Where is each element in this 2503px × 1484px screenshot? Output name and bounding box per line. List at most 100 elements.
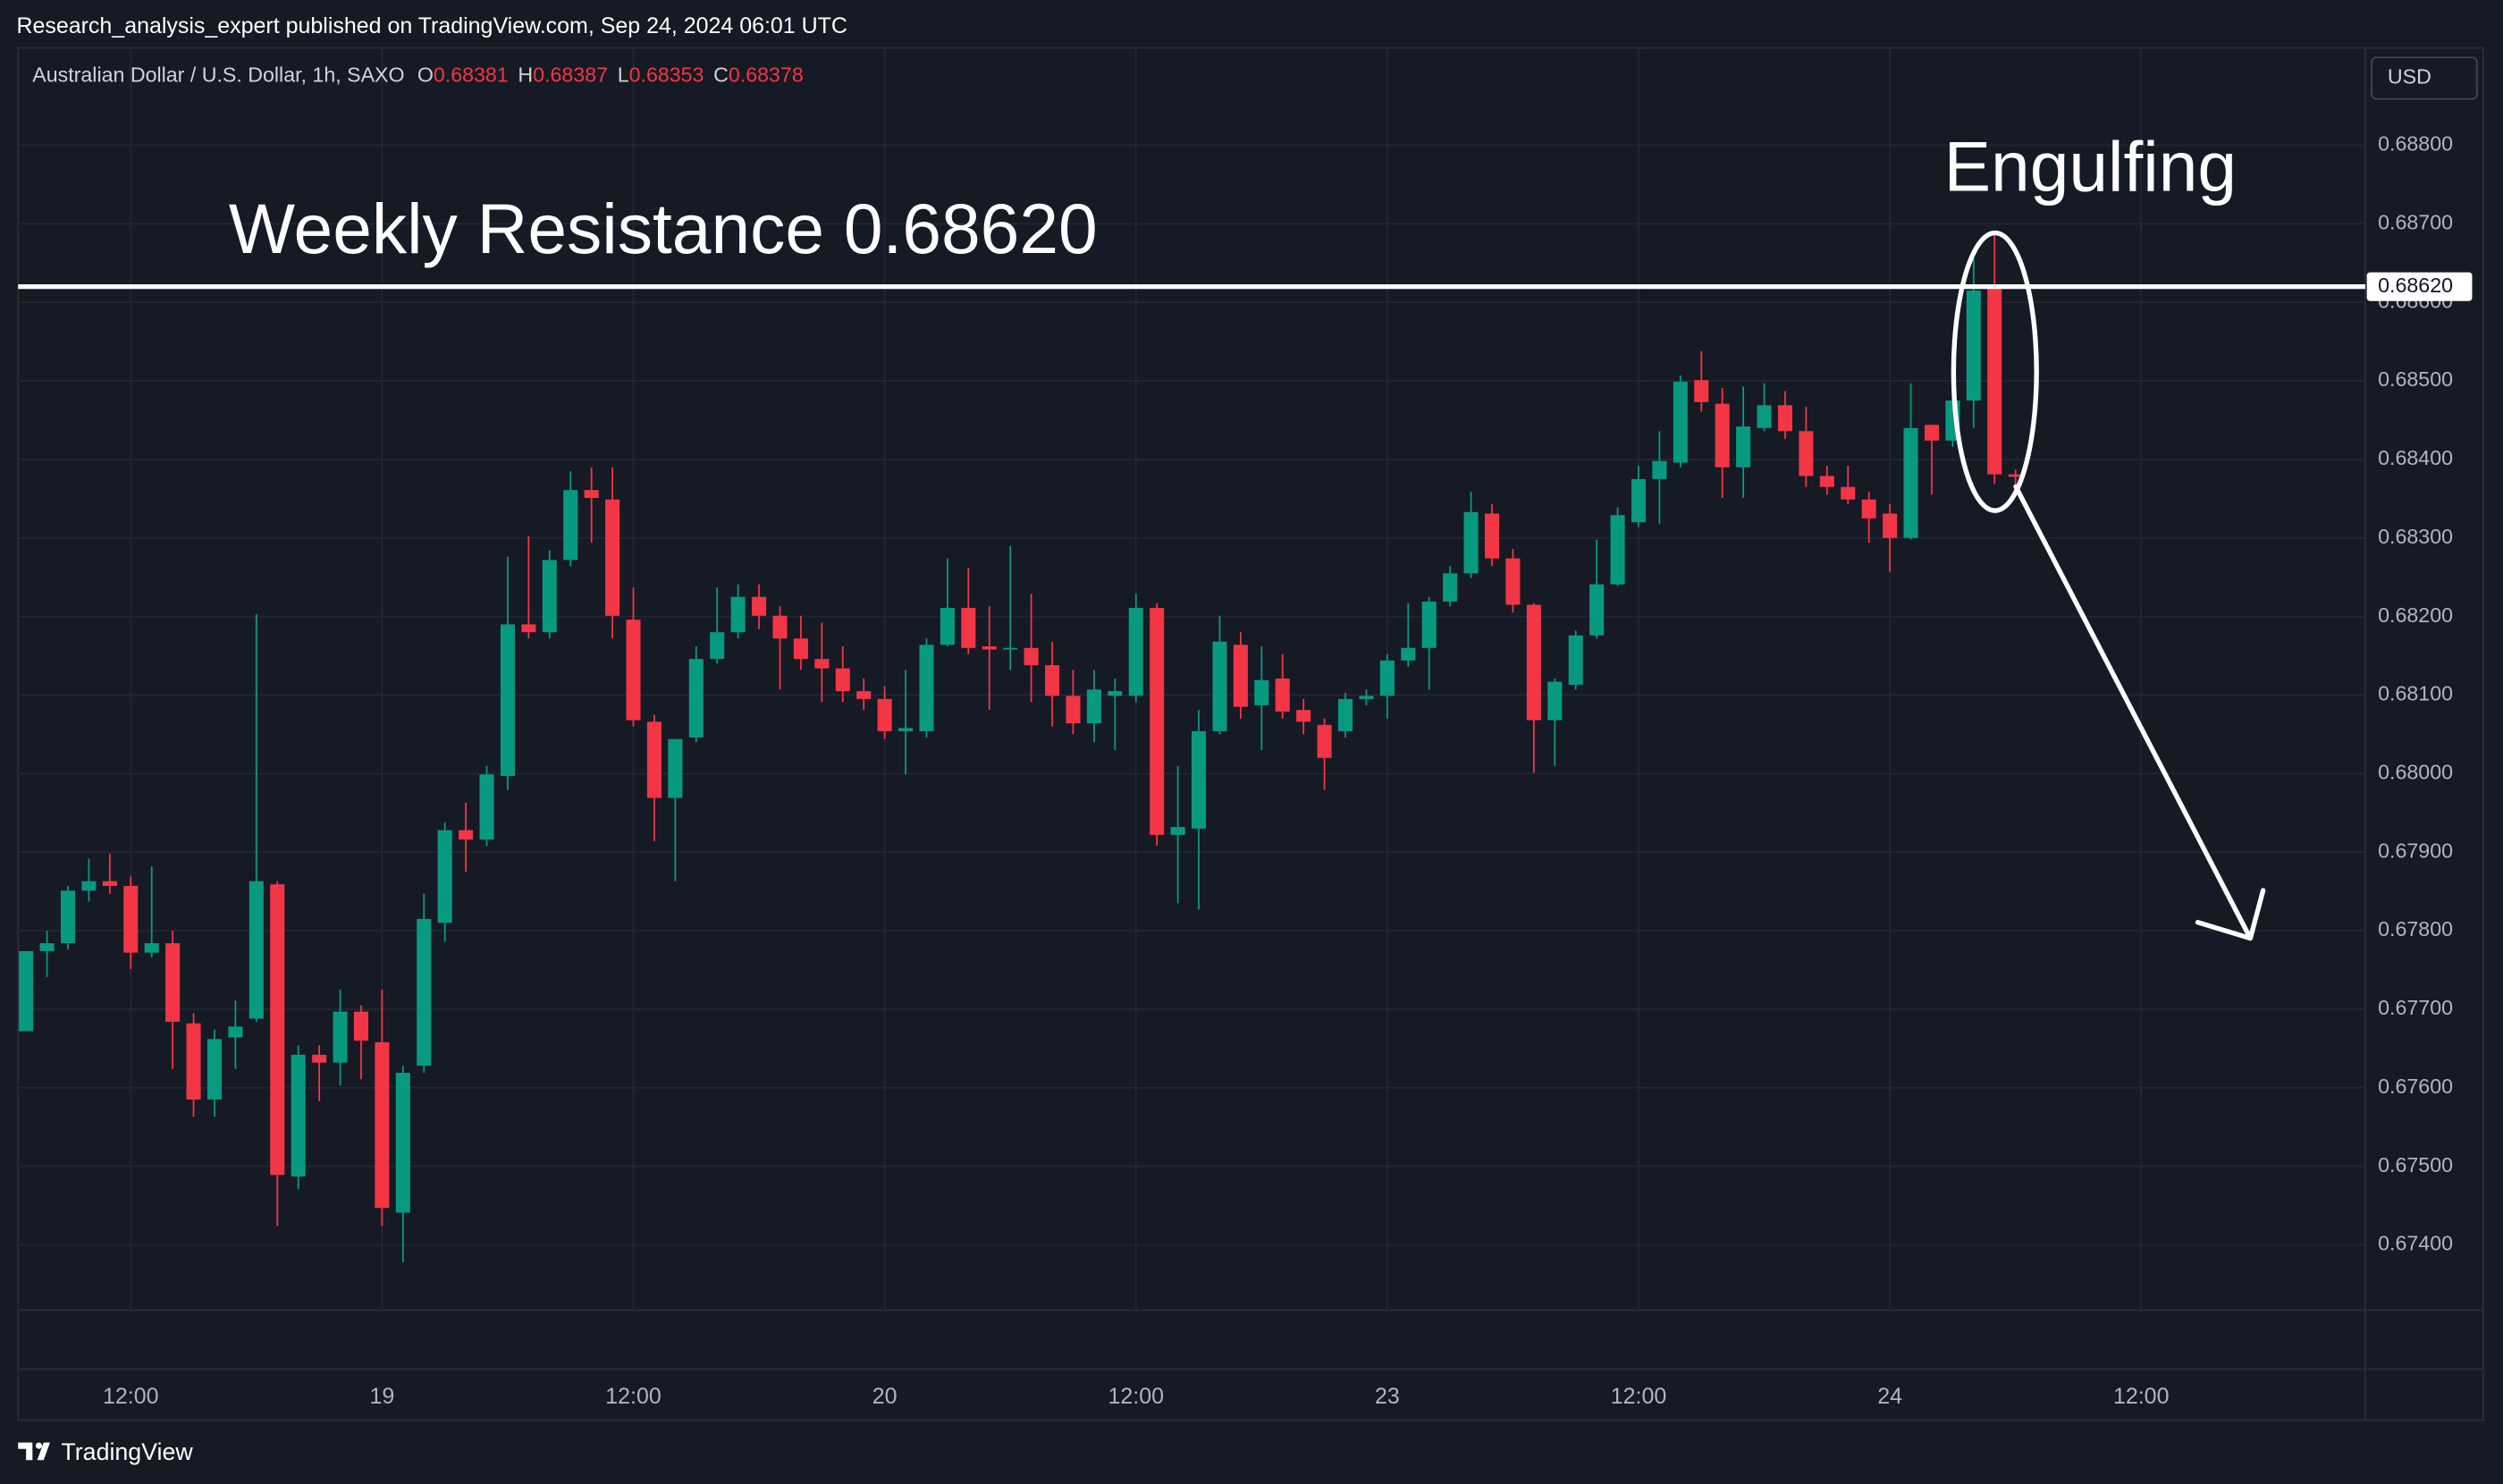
ohlc-label: O — [417, 63, 434, 87]
y-tick-label: 0.68500 — [2378, 367, 2453, 391]
candle-body — [228, 1026, 243, 1038]
resistance-price-label: 0.68620 — [2378, 274, 2453, 297]
y-tick-label: 0.67800 — [2378, 917, 2453, 940]
candle-body — [730, 596, 746, 633]
candle-body — [710, 632, 725, 660]
candle-body — [19, 950, 34, 1032]
candle-body — [2008, 474, 2023, 477]
candle-body — [1841, 486, 1856, 500]
candle-body — [1086, 689, 1101, 724]
candle-body — [1903, 427, 1918, 538]
candle-body — [1987, 287, 2002, 475]
publisher: Research_analysis_expert published on Tr… — [16, 13, 847, 38]
candle-body — [437, 830, 452, 923]
candle-body — [1610, 515, 1625, 585]
candle-body — [1777, 405, 1793, 432]
y-tick-label: 0.67600 — [2378, 1075, 2453, 1098]
pane-border — [17, 46, 2484, 1421]
y-tick-label: 0.67500 — [2378, 1153, 2453, 1176]
candle-body — [312, 1054, 327, 1063]
candle-body — [752, 596, 767, 616]
candle-body — [626, 620, 641, 721]
ohlc-label: L — [618, 63, 629, 87]
candle-body — [793, 638, 808, 660]
candle-body — [81, 881, 97, 891]
candle-body — [1233, 645, 1248, 707]
y-tick-label: 0.67900 — [2378, 839, 2453, 862]
candle-body — [1317, 724, 1332, 758]
highlight-ellipse — [1951, 230, 2039, 513]
candle-body — [1170, 827, 1185, 835]
candle-body — [479, 774, 494, 840]
symbol-title: Australian Dollar / U.S. Dollar, 1h, SAX… — [32, 63, 404, 87]
candle-body — [1443, 573, 1458, 602]
candle-body — [1736, 426, 1751, 468]
candle-body — [395, 1073, 410, 1213]
candle-body — [1191, 730, 1207, 829]
x-tick-label: 12:00 — [1108, 1384, 1164, 1409]
candle-body — [144, 943, 159, 953]
candle-body — [1359, 696, 1374, 699]
candle-body — [1547, 681, 1563, 721]
logo-icon — [18, 1442, 50, 1461]
candle-body — [102, 881, 117, 886]
x-tick-label: 12:00 — [103, 1384, 158, 1409]
candle-body — [1045, 665, 1060, 696]
currency-button[interactable] — [2371, 56, 2478, 100]
candle-body — [1883, 513, 1898, 538]
candle-body — [1128, 607, 1143, 696]
candle-body — [1066, 696, 1081, 724]
candle-body — [856, 691, 872, 699]
y-tick-label: 0.68700 — [2378, 210, 2453, 233]
candle-body — [1421, 601, 1437, 648]
x-tick-label: 19 — [370, 1384, 395, 1409]
ohlc-value: 0.68378 — [729, 63, 804, 87]
candle-body — [1296, 710, 1311, 722]
ohlc-value: 0.68353 — [629, 63, 704, 87]
y-tick-label: 0.67700 — [2378, 996, 2453, 1019]
brand-logo: TradingView — [18, 1438, 193, 1465]
candle-body — [1108, 691, 1123, 696]
candle-body — [333, 1011, 348, 1063]
candle-body — [375, 1041, 390, 1209]
annotation-resistance: Weekly Resistance 0.68620 — [229, 190, 1098, 268]
candle-body — [1861, 499, 1876, 519]
candle-body — [563, 490, 578, 561]
candle-body — [500, 624, 515, 776]
candle-body — [1631, 478, 1647, 523]
ohlc-label: H — [518, 63, 533, 87]
candle-body — [668, 738, 683, 798]
y-tick-label: 0.68400 — [2378, 446, 2453, 469]
candle-body — [1401, 647, 1416, 661]
candle-body — [919, 645, 934, 731]
candle-body — [1715, 403, 1730, 468]
candle-body — [1652, 460, 1667, 479]
x-tick-label: 12:00 — [2113, 1384, 2169, 1409]
candle-body — [898, 728, 914, 731]
candle-body — [1757, 405, 1772, 428]
candle-body — [1024, 647, 1039, 666]
candle-body — [982, 646, 997, 650]
candle-body — [1694, 380, 1709, 402]
y-tick-label: 0.67400 — [2378, 1232, 2453, 1255]
candle-body — [1379, 660, 1395, 696]
candle-body — [877, 698, 892, 731]
currency[interactable]: USD — [2388, 65, 2431, 89]
candle-body — [417, 918, 432, 1067]
candle-body — [39, 943, 55, 951]
ohlc-value: 0.68387 — [533, 63, 608, 87]
candle-body — [1673, 381, 1688, 463]
candle-body — [605, 499, 620, 616]
candle-body — [1799, 431, 1814, 476]
candle-body — [1505, 558, 1521, 605]
candle-body — [123, 885, 139, 953]
y-tick-label: 0.68200 — [2378, 603, 2453, 627]
ohlc-value: 0.68381 — [434, 63, 509, 87]
candle-body — [521, 624, 536, 633]
candle-body — [1568, 635, 1583, 686]
candle-body — [1463, 511, 1479, 574]
candle-body — [270, 884, 285, 1176]
